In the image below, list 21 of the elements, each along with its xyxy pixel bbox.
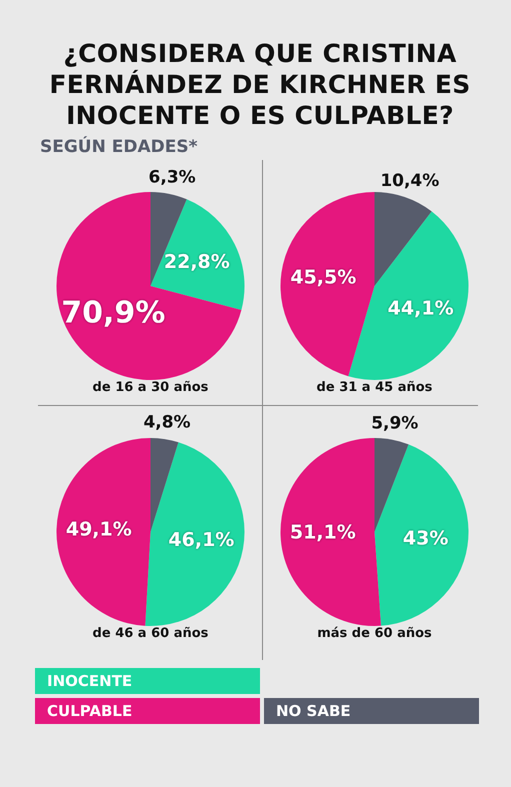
text: ¿CONSIDERA QUE CRISTINA FERNÁNDEZ DE KIRCHNER ES INOCENTE O ES CULPABLE? xyxy=(48,38,472,131)
data-label: 51,1% xyxy=(290,522,356,544)
text: de 31 a 45 años xyxy=(316,380,434,395)
data-label: 44,1% xyxy=(388,297,454,320)
data-label: 49,1% xyxy=(66,518,132,540)
legend-label: NO SABE xyxy=(276,698,479,724)
data-label: 22,8% xyxy=(164,251,230,274)
data-label: 6,3% xyxy=(148,168,196,188)
legend-label: CULPABLE xyxy=(47,698,260,724)
text: SEGÚN EDADES* xyxy=(40,137,198,157)
text: de 46 a 60 años xyxy=(92,626,210,641)
data-label: 5,9% xyxy=(371,413,418,434)
text: de 16 a 30 años xyxy=(92,380,210,395)
legend-label: INOCENTE xyxy=(47,668,260,694)
data-label: 10,4% xyxy=(380,171,440,192)
data-label: 46,1% xyxy=(168,529,234,552)
text: más de 60 años xyxy=(316,626,433,641)
data-label: 70,9% xyxy=(61,295,166,330)
data-label: 45,5% xyxy=(290,266,356,289)
data-label: 43% xyxy=(402,528,448,550)
data-label: 4,8% xyxy=(143,412,191,433)
